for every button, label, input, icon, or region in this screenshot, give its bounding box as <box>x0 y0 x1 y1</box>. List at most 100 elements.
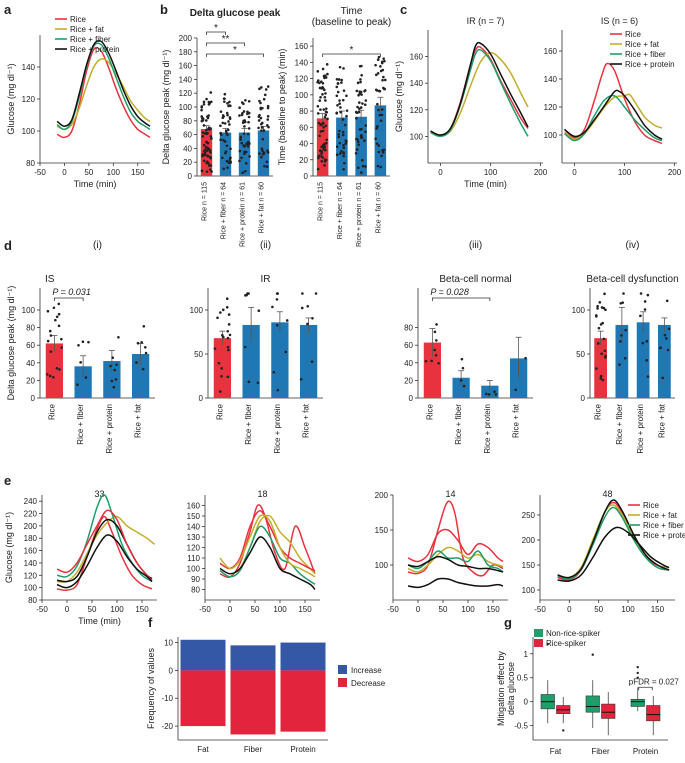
data-point <box>244 98 247 102</box>
x-tick-label: 100 <box>273 605 287 614</box>
legend-label: Decrease <box>351 679 386 688</box>
legend-label: Rice + fat <box>643 511 678 520</box>
data-point <box>666 348 670 352</box>
data-point <box>246 112 249 116</box>
data-point <box>208 164 211 167</box>
data-point <box>247 120 250 124</box>
y-tick-label: 140 <box>179 75 193 84</box>
y-tick-label: 100 <box>24 584 38 593</box>
x-tick-label: 150 <box>298 605 312 614</box>
data-point <box>364 165 367 168</box>
data-point <box>301 292 304 295</box>
data-point <box>206 154 210 158</box>
data-point <box>639 292 643 295</box>
chart-d4: 0 50 100 Rice Rice + fiber Rice + protein Rice… <box>572 240 679 454</box>
data-point <box>646 375 650 378</box>
significance-label: * <box>233 45 237 56</box>
data-point <box>338 141 342 145</box>
data-point <box>667 327 671 331</box>
data-point <box>58 368 61 371</box>
data-point <box>205 145 208 149</box>
data-point <box>316 112 320 115</box>
data-point <box>361 164 365 168</box>
data-point <box>284 350 288 354</box>
data-point <box>645 339 649 343</box>
x-tick-label: 100 <box>461 605 475 614</box>
x-tick-label: -50 <box>534 605 546 614</box>
y-tick-label: 140 <box>410 79 424 88</box>
chart-c1: 100 120 140 160 0 100 200 Time (min) Glucose (mg… <box>394 16 548 189</box>
box <box>646 705 661 722</box>
series-line-rice-protein <box>557 499 670 579</box>
y-tick-label: 40 <box>404 359 413 368</box>
data-point <box>229 147 232 151</box>
x-category-label: Rice + fiber n = 64 <box>337 182 344 239</box>
bar <box>103 361 121 398</box>
y-tick-label: 80 <box>28 596 37 605</box>
data-point <box>48 374 52 378</box>
x-axis-label: Time (min) <box>464 179 507 189</box>
chart-subtitle: IS <box>45 274 55 285</box>
panel-label-g: g <box>504 615 512 630</box>
data-point <box>202 143 206 147</box>
data-point <box>219 110 223 113</box>
data-point <box>257 126 260 130</box>
data-point <box>223 100 226 103</box>
x-tick-label: 100 <box>107 168 121 177</box>
data-point <box>242 132 246 135</box>
data-point <box>226 375 230 379</box>
y-tick-label: 180 <box>179 48 193 57</box>
y-tick-label: 0 <box>188 172 193 181</box>
box <box>585 695 600 713</box>
data-point <box>136 341 140 345</box>
y-tick-label: 200 <box>375 491 389 500</box>
bar <box>374 105 387 176</box>
y-tick-label: 120 <box>24 571 38 580</box>
x-tick-label: -50 <box>199 605 211 614</box>
y-tick-label: 80 <box>183 117 192 126</box>
chart-title: IR (n = 7) <box>467 16 505 26</box>
data-point <box>355 148 359 151</box>
data-point <box>225 144 229 148</box>
data-point <box>363 89 367 92</box>
legend-swatch <box>338 665 347 674</box>
data-point <box>242 102 245 106</box>
y-tick-label: 200 <box>522 536 536 545</box>
series-line-rice-protein <box>56 534 153 589</box>
data-point <box>324 107 328 110</box>
x-tick-label: 50 <box>84 168 93 177</box>
data-point <box>267 125 270 129</box>
y-tick-label: 0 <box>199 394 204 403</box>
bar <box>594 338 607 398</box>
y-tick-label: 100 <box>179 103 193 112</box>
legend-swatch <box>534 629 543 637</box>
data-point <box>221 121 225 125</box>
x-tick-label: -50 <box>34 168 46 177</box>
data-point <box>493 390 496 394</box>
y-axis-label: Delta glucose peak (mg dl⁻¹) <box>161 50 171 165</box>
x-category-label: Rice + protein <box>483 404 492 454</box>
data-point <box>321 129 325 133</box>
data-point <box>222 167 225 171</box>
y-tick-label: 40 <box>26 359 35 368</box>
data-point <box>316 104 320 108</box>
data-point <box>316 70 320 73</box>
data-point <box>265 165 269 168</box>
series-line-rice-protein <box>56 40 151 127</box>
data-point <box>319 95 322 99</box>
data-point <box>46 339 50 343</box>
data-point <box>341 130 345 134</box>
y-tick-label: 20 <box>299 156 308 165</box>
data-point <box>342 167 345 171</box>
legend-label: Rice + protein <box>643 531 685 540</box>
data-point <box>383 78 387 82</box>
x-tick-label: 150 <box>135 605 149 614</box>
y-tick-label: 200 <box>24 522 38 531</box>
data-point <box>114 378 118 381</box>
data-point <box>259 155 263 159</box>
data-point <box>245 293 248 297</box>
data-point <box>336 82 340 85</box>
data-point <box>376 125 379 128</box>
